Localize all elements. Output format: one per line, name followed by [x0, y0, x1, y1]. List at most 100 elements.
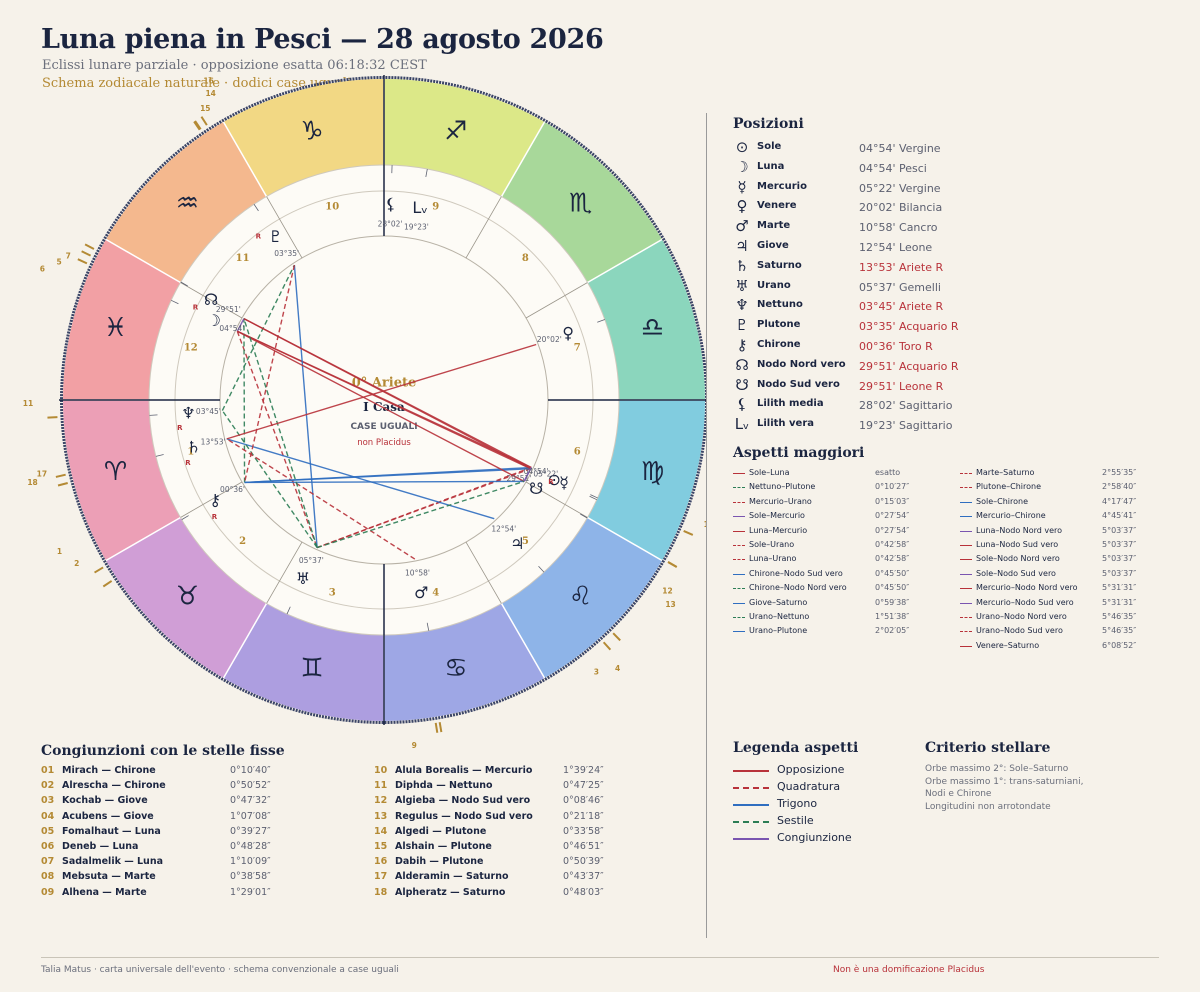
aspect-line-sample: [960, 501, 972, 503]
planet-degree-north_node: 29°51': [216, 305, 241, 314]
star-orb: 1°39′24″: [563, 765, 604, 776]
position-value: 12°54' Leone: [859, 241, 933, 254]
aspect-row: Mercurio–Chirone 4°45′41″: [960, 511, 1180, 525]
planet-glyph-lilith_mean: ⚸: [385, 195, 397, 214]
aspect-row: Sole–Chirone 4°17′47″: [960, 497, 1180, 511]
star-conjunction: Regulus — Nodo Sud vero: [395, 810, 533, 822]
aspect-line-uranus-pluto: [293, 264, 318, 548]
planet-degree-chiron: 00°36': [220, 485, 245, 494]
fixed-star-number-10: 10: [704, 520, 706, 529]
position-row: ♄ Saturno 13°53' Ariete R: [733, 256, 1173, 280]
fixed-star-tick: [57, 482, 68, 487]
planet-degree-venus: 20°02': [537, 335, 562, 344]
retrograde-marker: R: [548, 478, 554, 486]
position-planet-name: Nodo Nord vero: [757, 358, 846, 370]
planet-glyph-neptune: ♆: [181, 403, 195, 422]
position-planet-name: Saturno: [757, 259, 802, 271]
star-conjunction: Mirach — Chirone: [62, 765, 156, 776]
criteria-title: Criterio stellare: [925, 740, 1051, 756]
position-planet-name: Lilith media: [757, 398, 824, 410]
sign-sector-ariete: [63, 400, 181, 561]
planet-tick-chiron: [181, 515, 189, 520]
aspect-row: Marte–Saturno 2°55′35″: [960, 468, 1180, 482]
legend-item-trine: Trigono: [733, 796, 893, 813]
sign-sector-vergine: [587, 400, 705, 561]
fixed-star-number-17: 17: [37, 469, 47, 478]
planet-glyph-mars: ♂: [414, 583, 428, 602]
fixed-star-tick: [602, 641, 612, 651]
aspect-line-sample: [960, 545, 972, 546]
column-divider: [706, 113, 707, 938]
position-planet-name: Nettuno: [757, 299, 803, 311]
aspect-orb: 0°27′54″: [875, 511, 910, 521]
aspect-line-sample: [960, 559, 972, 561]
legend-label: Sestile: [777, 814, 814, 827]
aspect-orb: 0°42′58″: [875, 554, 910, 564]
star-row: 06 Deneb — Luna 0°48′28″: [41, 841, 361, 856]
aspect-line-moon-mercury: [237, 330, 532, 469]
position-planet-name: Sole: [757, 141, 782, 152]
planet-icon: ♅: [735, 276, 749, 295]
aspect-pair: Mercurio–Urano: [749, 496, 812, 506]
aspect-orb: esatto: [875, 468, 901, 477]
star-row: 05 Fomalhaut — Luna 0°39′27″: [41, 826, 361, 841]
position-value: 19°23' Sagittario: [859, 419, 953, 433]
fixed-star-tick: [102, 580, 113, 588]
star-conjunction: Algedi — Plutone: [395, 825, 487, 837]
planet-tick-moon: [171, 299, 179, 305]
criteria-line: Orbe massimo 1°: trans-saturniani,: [925, 776, 1084, 787]
position-planet-name: Chirone: [757, 339, 801, 350]
star-conjunction: Alpheratz — Saturno: [395, 886, 506, 898]
legend-label: Trigono: [777, 797, 818, 810]
star-conjunction: Alhena — Marte: [62, 886, 147, 898]
position-row: ♀ Venere 20°02' Bilancia: [733, 197, 1173, 220]
center-label-system: CASE UGUALI: [350, 422, 417, 432]
planet-tick-jupiter: [538, 566, 545, 573]
aspect-line-sample: [960, 602, 972, 604]
chart-title: Luna piena in Pesci — 28 agosto 2026: [41, 24, 604, 55]
star-orb: 0°50′52″: [230, 780, 271, 792]
fixed-star-tick: [438, 722, 443, 733]
aspect-row: Urano–Nodo Sud vero 5°46′35″: [960, 626, 1180, 640]
star-row: 14 Algedi — Plutone 0°33′58″: [374, 826, 694, 841]
sign-glyph-pesci: ♓: [104, 313, 127, 343]
sign-sector-gemelli: [223, 603, 384, 721]
position-value: 05°37' Gemelli: [859, 280, 941, 294]
sign-glyph-ariete: ♈: [104, 457, 127, 487]
legend-label: Congiunzione: [777, 831, 852, 844]
position-row: ♅ Urano 05°37' Gemelli: [733, 276, 1173, 300]
star-index: 10: [374, 765, 388, 776]
star-conjunction: Acubens — Giove: [62, 810, 154, 822]
house-number-6: 6: [574, 446, 581, 457]
aspect-line-uranus-north_node: [243, 318, 318, 548]
star-row: 15 Alshain — Plutone 0°46′51″: [374, 841, 694, 856]
position-value: 03°35' Acquario R: [859, 320, 959, 334]
aspect-pair: Sole–Urano: [749, 540, 795, 549]
planet-degree-sun: 04°54': [524, 467, 549, 476]
retrograde-marker: R: [256, 233, 262, 241]
planet-tick-south_node: [580, 513, 588, 519]
star-orb: 0°48′28″: [230, 841, 271, 852]
fixed-star-tick: [55, 473, 66, 478]
aspect-orb: 5°03′37″: [1102, 554, 1137, 564]
house-number-12: 12: [184, 343, 198, 354]
legend-item-square: Quadratura: [733, 779, 893, 796]
footer-credit: Talia Matus · carta universale dell'even…: [41, 965, 399, 975]
aspect-line-sample: [960, 588, 972, 590]
aspect-line-sample: [733, 487, 745, 489]
aspect-orb: 0°59′38″: [875, 597, 910, 607]
star-conjunction: Alula Borealis — Mercurio: [395, 765, 533, 776]
aspect-row: Sole–Nodo Nord vero 5°03′37″: [960, 554, 1180, 568]
aspect-row: Luna–Urano 0°42′58″: [733, 554, 953, 568]
planet-icon: ♄: [735, 256, 749, 275]
planet-degree-jupiter: 12°54': [491, 524, 516, 533]
fixed-star-tick: [194, 120, 202, 130]
position-planet-name: Mercurio: [757, 180, 807, 192]
star-index: 11: [374, 780, 388, 792]
planet-glyph-saturn: ♄: [187, 438, 201, 457]
star-row: 17 Alderamin — Saturno 0°43′37″: [374, 871, 694, 886]
aspect-row: Mercurio–Urano 0°15′03″: [733, 497, 953, 511]
sign-sector-cancro: [384, 603, 545, 721]
aspect-pair: Luna–Mercurio: [749, 525, 808, 535]
sign-sector-pesci: [62, 239, 181, 400]
